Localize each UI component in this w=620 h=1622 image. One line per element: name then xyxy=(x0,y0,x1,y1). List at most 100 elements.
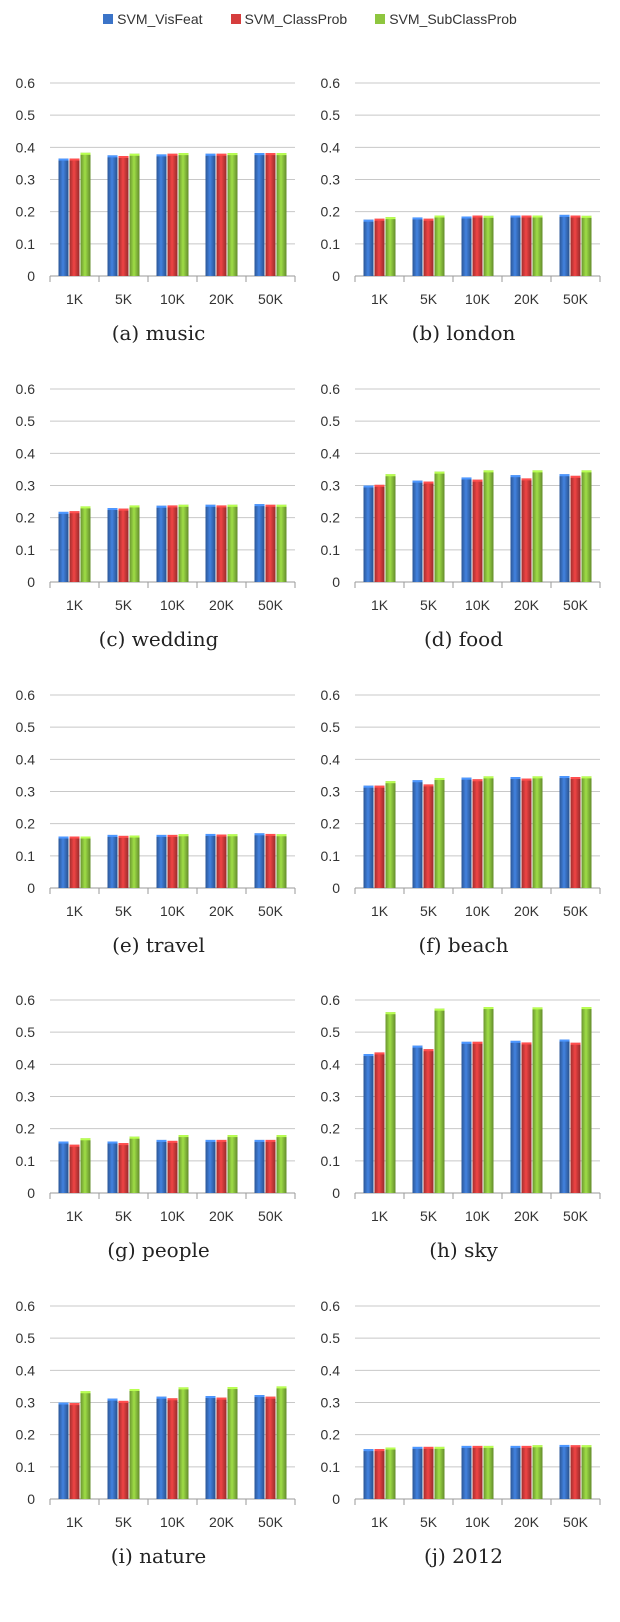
bar-top-subclassprob xyxy=(385,474,396,477)
bar-top-classprob xyxy=(265,1396,276,1399)
x-tick-label: 20K xyxy=(209,291,235,307)
bar-visfeat xyxy=(559,776,570,888)
bar-visfeat xyxy=(107,155,118,276)
bar-subclassprob xyxy=(80,1391,91,1499)
chart-8: 0 0.1 0.2 0.3 0.4 0.5 0.6 1K 5K 10K 20K 50K (h) sky xyxy=(321,992,601,1262)
bar-classprob xyxy=(374,1052,385,1193)
bar-top-visfeat xyxy=(205,504,216,507)
bar-subclassprob xyxy=(483,776,494,888)
bar-subclassprob xyxy=(227,1387,238,1499)
bar-top-visfeat xyxy=(559,776,570,779)
bar-visfeat xyxy=(559,214,570,276)
y-tick-label: 0 xyxy=(27,1185,35,1201)
bar-visfeat xyxy=(205,153,216,276)
x-tick-label: 20K xyxy=(209,1208,235,1224)
bar-classprob xyxy=(521,1445,532,1499)
bar-top-classprob xyxy=(472,215,483,218)
bar-top-subclassprob xyxy=(227,1387,238,1390)
x-tick-label: 20K xyxy=(514,1514,540,1530)
y-tick-label: 0.2 xyxy=(16,1121,36,1137)
bar-classprob xyxy=(216,1397,227,1499)
bar-top-visfeat xyxy=(412,780,423,783)
y-tick-label: 0 xyxy=(332,880,340,896)
x-tick-label: 10K xyxy=(465,1514,491,1530)
x-tick-label: 10K xyxy=(160,1208,186,1224)
bar-top-classprob xyxy=(374,218,385,221)
bar-classprob xyxy=(374,785,385,888)
y-tick-label: 0.5 xyxy=(321,1024,341,1040)
legend: SVM_VisFeat SVM_ClassProb SVM_SubClassPr… xyxy=(0,8,620,30)
bar-visfeat xyxy=(254,153,265,276)
bar-subclassprob xyxy=(227,1135,238,1193)
bar-top-subclassprob xyxy=(532,470,543,473)
bar-top-visfeat xyxy=(510,475,521,478)
legend-label-visfeat: SVM_VisFeat xyxy=(117,11,203,27)
bar-top-classprob xyxy=(570,1445,581,1448)
bar-subclassprob xyxy=(276,834,287,888)
bar-top-subclassprob xyxy=(227,504,238,507)
bar-subclassprob xyxy=(434,1008,445,1193)
bar-subclassprob xyxy=(532,1007,543,1193)
y-tick-label: 0.4 xyxy=(321,139,341,155)
y-tick-label: 0.2 xyxy=(321,816,341,832)
bar-subclassprob xyxy=(581,1445,592,1499)
bar-classprob xyxy=(374,218,385,276)
bar-classprob xyxy=(472,215,483,276)
bar-top-subclassprob xyxy=(80,506,91,509)
x-tick-label: 20K xyxy=(209,903,235,919)
bar-visfeat xyxy=(510,1445,521,1499)
chart-caption: (j) 2012 xyxy=(424,1544,503,1568)
bar-top-subclassprob xyxy=(532,776,543,779)
x-tick-label: 10K xyxy=(160,1514,186,1530)
bar-top-classprob xyxy=(570,1042,581,1045)
bar-top-subclassprob xyxy=(80,1391,91,1394)
bar-top-classprob xyxy=(423,1446,434,1449)
bar-top-classprob xyxy=(472,1445,483,1448)
legend-swatch-visfeat xyxy=(103,14,114,24)
bar-subclassprob xyxy=(385,1447,396,1499)
bar-classprob xyxy=(69,158,80,276)
bar-top-classprob xyxy=(118,835,129,838)
bar-visfeat xyxy=(205,833,216,888)
chart-6: 0 0.1 0.2 0.3 0.4 0.5 0.6 1K 5K 10K 20K 50K (f) beac… xyxy=(321,687,601,957)
bar-subclassprob xyxy=(434,777,445,888)
bar-top-subclassprob xyxy=(80,836,91,839)
bar-classprob xyxy=(118,835,129,888)
bar-top-subclassprob xyxy=(532,215,543,218)
bar-subclassprob xyxy=(581,470,592,582)
x-tick-label: 20K xyxy=(514,597,540,613)
bar-classprob xyxy=(69,511,80,582)
bar-top-visfeat xyxy=(510,777,521,780)
y-tick-label: 0.4 xyxy=(16,1362,36,1378)
bar-classprob xyxy=(167,505,178,582)
y-tick-label: 0.1 xyxy=(321,848,341,864)
bar-subclassprob xyxy=(385,474,396,582)
y-tick-label: 0.2 xyxy=(321,1121,341,1137)
bar-subclassprob xyxy=(129,153,140,276)
bar-subclassprob xyxy=(434,1446,445,1499)
x-tick-label: 50K xyxy=(563,1514,589,1530)
y-tick-label: 0.5 xyxy=(321,413,341,429)
bar-visfeat xyxy=(107,1398,118,1499)
bar-top-visfeat xyxy=(107,1141,118,1144)
chart-5: 0 0.1 0.2 0.3 0.4 0.5 0.6 1K 5K 10K 20K 50K (e) trav… xyxy=(16,687,296,957)
chart-2: 0 0.1 0.2 0.3 0.4 0.5 0.6 1K 5K 10K 20K 50K (b) lond… xyxy=(321,75,601,345)
bar-subclassprob xyxy=(129,835,140,888)
y-tick-label: 0.5 xyxy=(16,1024,36,1040)
x-tick-label: 50K xyxy=(258,903,284,919)
chart-caption: (e) travel xyxy=(112,933,205,957)
bar-top-visfeat xyxy=(205,153,216,156)
bar-visfeat xyxy=(58,511,69,582)
y-tick-label: 0.3 xyxy=(321,478,341,494)
bar-subclassprob xyxy=(276,1386,287,1499)
bar-subclassprob xyxy=(227,504,238,582)
bar-top-classprob xyxy=(423,784,434,787)
bar-top-classprob xyxy=(521,1445,532,1448)
x-tick-label: 1K xyxy=(66,597,84,613)
bar-top-classprob xyxy=(167,1140,178,1143)
x-tick-label: 20K xyxy=(514,903,540,919)
bar-subclassprob xyxy=(178,834,189,888)
bar-top-classprob xyxy=(216,834,227,837)
bar-classprob xyxy=(216,1139,227,1193)
bar-top-visfeat xyxy=(363,485,374,488)
